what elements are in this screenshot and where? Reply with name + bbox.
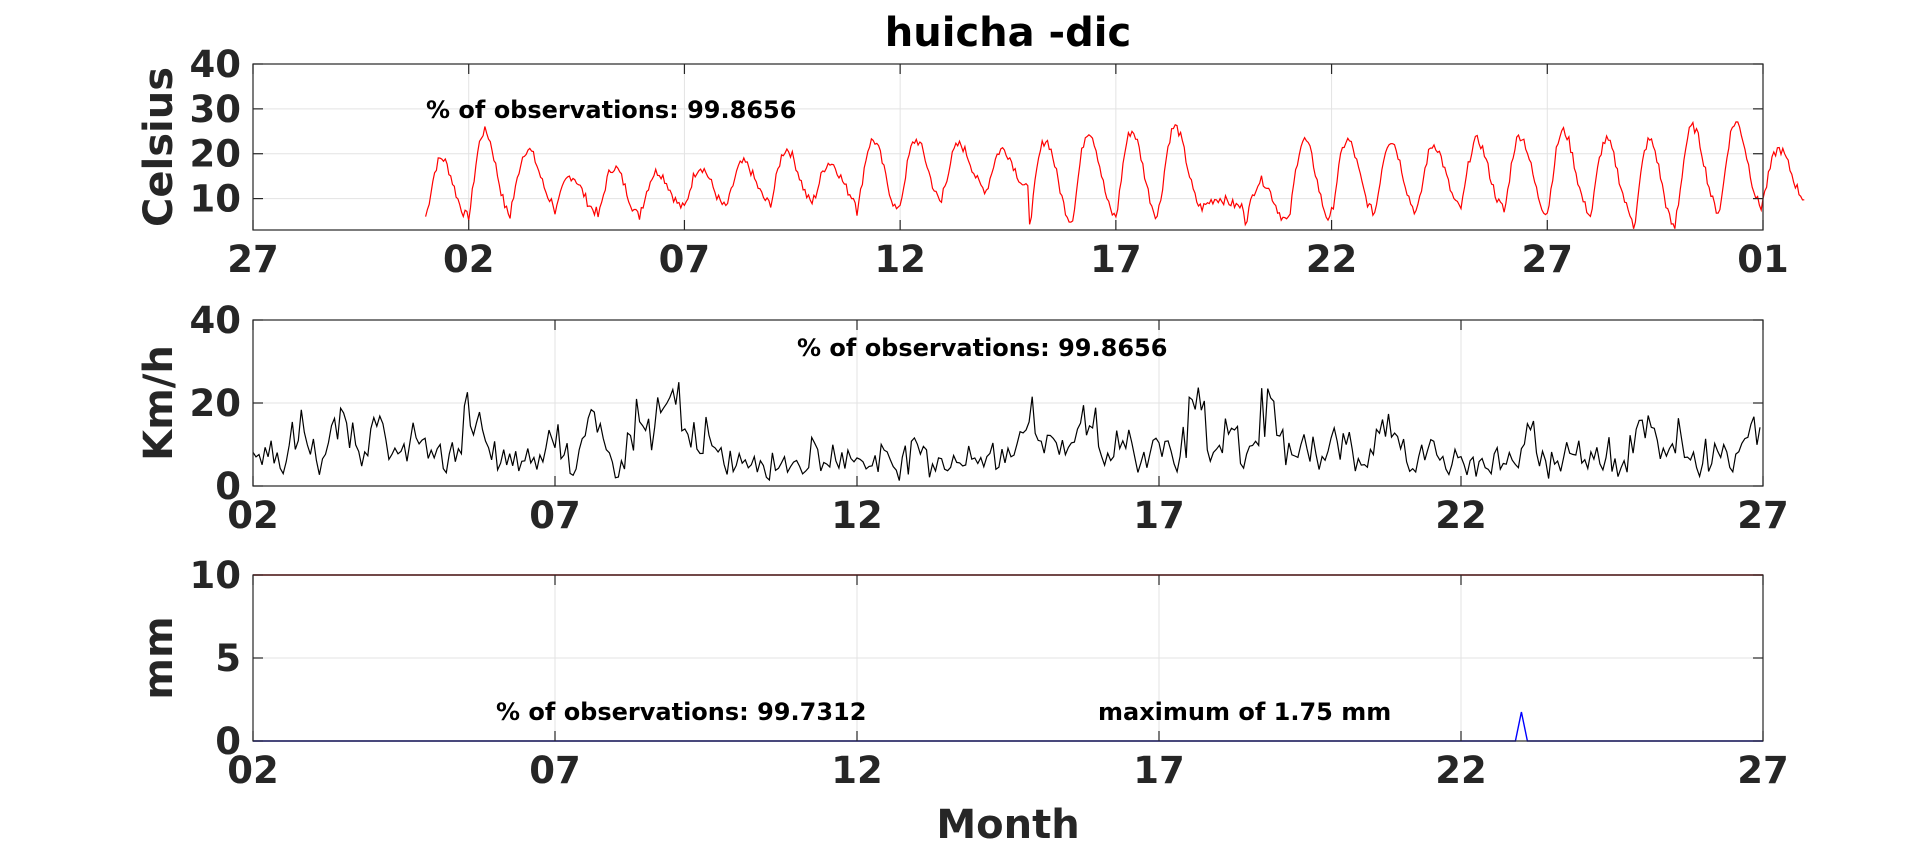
wind-ylabel: Km/h	[136, 345, 182, 461]
precipitation-observations-note: % of observations: 99.7312	[496, 698, 866, 726]
y-tick-label: 20	[190, 133, 242, 176]
x-tick-label: 17	[1090, 238, 1142, 281]
x-tick-label: 02	[227, 494, 279, 537]
x-tick-label: 12	[874, 238, 926, 281]
temperature-axes-frame	[252, 63, 1764, 231]
temperature-ylabel: Celsius	[136, 67, 182, 227]
precipitation-maximum-note: maximum of 1.75 mm	[1098, 698, 1391, 726]
wind-ticks: 02 07 12 17 22 27 0 20 40	[190, 299, 1789, 537]
y-tick-label: 20	[190, 382, 242, 425]
y-tick-label: 40	[190, 299, 242, 342]
wind-panel: 02 07 12 17 22 27 0 20 40 Km/h % of observations…	[136, 299, 1789, 537]
x-tick-label: 12	[831, 749, 883, 792]
y-tick-label: 0	[215, 720, 241, 763]
precipitation-ticks: 02 07 12 17 22 27 0 5 10	[190, 554, 1789, 792]
x-tick-label: 17	[1133, 494, 1185, 537]
x-tick-label: 27	[1737, 749, 1789, 792]
temperature-observations-note: % of observations: 99.8656	[426, 96, 796, 124]
y-tick-label: 30	[190, 88, 242, 131]
precipitation-ylabel: mm	[136, 616, 182, 699]
x-tick-label: 22	[1306, 238, 1358, 281]
x-tick-label: 17	[1133, 749, 1185, 792]
x-tick-label: 02	[227, 749, 279, 792]
y-tick-label: 40	[190, 43, 242, 86]
y-tick-label: 0	[215, 465, 241, 508]
x-tick-label: 07	[659, 238, 711, 281]
y-tick-label: 5	[215, 637, 241, 680]
chart-title: huicha -dic	[885, 10, 1131, 56]
x-tick-label: 27	[1522, 238, 1574, 281]
y-tick-label: 10	[190, 554, 242, 597]
x-tick-label: 01	[1737, 238, 1789, 281]
x-tick-label: 02	[443, 238, 495, 281]
x-tick-label: 27	[1737, 494, 1789, 537]
x-tick-label: 07	[529, 749, 581, 792]
x-tick-label: 12	[831, 494, 883, 537]
precipitation-panel: 02 07 12 17 22 27 0 5 10 mm % of observations: 9…	[136, 554, 1789, 792]
y-tick-label: 10	[190, 178, 242, 221]
x-tick-label: 27	[227, 238, 279, 281]
x-tick-label: 22	[1435, 494, 1487, 537]
x-tick-label: 22	[1435, 749, 1487, 792]
x-axis-label: Month	[936, 802, 1079, 841]
wind-line	[252, 382, 1761, 482]
wind-observations-note: % of observations: 99.8656	[797, 334, 1167, 362]
x-tick-label: 07	[529, 494, 581, 537]
temperature-line	[425, 120, 1805, 229]
